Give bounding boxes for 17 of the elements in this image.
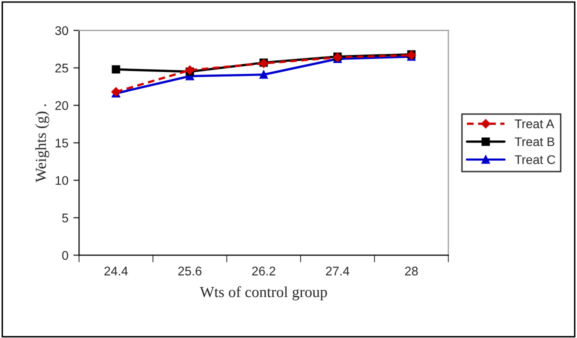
x-tick-label: 28 <box>405 266 418 276</box>
x-tick-label: 24.4 <box>104 266 128 276</box>
y-tick-label: 25 <box>55 64 68 73</box>
x-tick-label: 26.2 <box>252 266 276 276</box>
y-tick-label: 30 <box>55 26 68 36</box>
y-tick-label: 0 <box>62 250 68 260</box>
legend-label: Treat B <box>514 137 554 146</box>
y-tick-label: 5 <box>62 214 68 222</box>
y-axis-title: Weights (g) . <box>35 104 50 182</box>
legend-label: Treat A <box>514 120 554 128</box>
legend-label: Treat C <box>514 155 556 164</box>
y-tick-label: 15 <box>56 138 68 148</box>
x-tick-label: 27.4 <box>326 266 350 276</box>
y-tick-label: 20 <box>55 101 68 110</box>
x-tick-label: 25.6 <box>178 266 202 276</box>
y-tick-label: 10 <box>56 176 68 185</box>
x-axis-title: Wts of control group <box>200 286 327 300</box>
